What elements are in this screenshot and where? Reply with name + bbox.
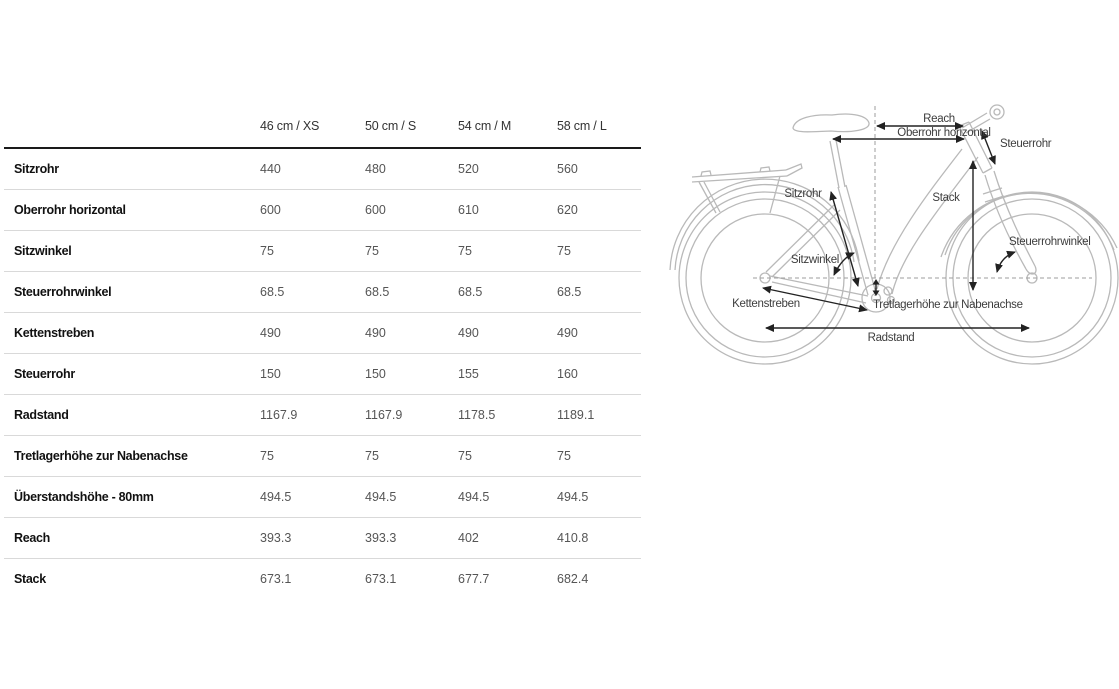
cell-value: 75 (365, 449, 379, 463)
cell-value: 68.5 (365, 285, 390, 299)
cell-value: 75 (557, 449, 571, 463)
cell-value: 68.5 (557, 285, 582, 299)
cell-value: 1178.5 (458, 408, 496, 422)
cell-value: 677.7 (458, 572, 490, 586)
cell-value: 600 (365, 203, 386, 217)
cell-value: 150 (365, 367, 386, 381)
cell-value: 490 (260, 326, 281, 340)
cell-value: 490 (365, 326, 386, 340)
cell-value: 490 (458, 326, 479, 340)
table-row: Sitzwinkel 75 75 75 75 (4, 231, 641, 272)
cell-value: 610 (458, 203, 479, 217)
row-label: Radstand (14, 408, 69, 422)
sitzrohr-label: Sitzrohr (784, 188, 822, 200)
cell-value: 160 (557, 367, 578, 381)
cell-value: 673.1 (365, 572, 397, 586)
cell-value: 490 (557, 326, 578, 340)
table-row: Sitzrohr 440 480 520 560 (4, 149, 641, 190)
cell-value: 440 (260, 162, 281, 176)
steuerrohr-label: Steuerrohr (1000, 138, 1052, 150)
steuerrohrwinkel-label: Steuerrohrwinkel (1009, 236, 1091, 248)
sitzwinkel-angle-arc (833, 252, 855, 276)
cell-value: 75 (458, 244, 472, 258)
cell-value: 68.5 (458, 285, 483, 299)
kettenstreben-label: Kettenstreben (732, 298, 800, 310)
row-label: Sitzwinkel (14, 244, 72, 258)
table-row: Radstand 1167.9 1167.9 1178.5 1189.1 (4, 395, 641, 436)
radstand-label: Radstand (868, 332, 915, 344)
header-size-l: 58 cm / L (557, 119, 607, 133)
header-size-m: 54 cm / M (458, 119, 512, 133)
sitzwinkel-label: Sitzwinkel (791, 254, 839, 266)
cell-value: 155 (458, 367, 479, 381)
cell-value: 75 (557, 244, 571, 258)
row-label: Kettenstreben (14, 326, 95, 340)
table-row: Steuerrohr 150 150 155 160 (4, 354, 641, 395)
row-label: Steuerrohrwinkel (14, 285, 112, 299)
stack-label: Stack (932, 192, 960, 204)
cell-value: 402 (458, 531, 479, 545)
cell-value: 494.5 (458, 490, 490, 504)
table-header-row: 46 cm / XS 50 cm / S 54 cm / M 58 cm / L (4, 105, 641, 149)
cell-value: 410.8 (557, 531, 589, 545)
table-row: Oberrohr horizontal 600 600 610 620 (4, 190, 641, 231)
steuerrohr-arrow (981, 130, 996, 165)
row-label: Stack (14, 572, 46, 586)
cell-value: 75 (260, 244, 274, 258)
reach-label: Reach (923, 113, 955, 125)
tretlagerhoehe-arrowhead-up (872, 279, 880, 285)
row-label: Tretlagerhöhe zur Nabenachse (14, 449, 188, 463)
cell-value: 520 (458, 162, 479, 176)
cell-value: 75 (458, 449, 472, 463)
cell-value: 494.5 (365, 490, 397, 504)
table-row: Tretlagerhöhe zur Nabenachse 75 75 75 75 (4, 436, 641, 477)
bike-geometry-diagram: Reach Oberrohr horizontal Steuerrohr Sta… (669, 104, 1119, 365)
cell-value: 1189.1 (557, 408, 595, 422)
cell-value: 494.5 (557, 490, 589, 504)
table-row: Überstandshöhe - 80mm 494.5 494.5 494.5 … (4, 477, 641, 518)
header-size-xs: 46 cm / XS (260, 119, 320, 133)
oberrohr-label: Oberrohr horizontal (897, 127, 990, 139)
cell-value: 620 (557, 203, 578, 217)
geometry-table: 46 cm / XS 50 cm / S 54 cm / M 58 cm / L… (4, 105, 641, 599)
cell-value: 480 (365, 162, 386, 176)
cell-value: 494.5 (260, 490, 292, 504)
table-row: Stack 673.1 673.1 677.7 682.4 (4, 559, 641, 599)
table-row: Steuerrohrwinkel 68.5 68.5 68.5 68.5 (4, 272, 641, 313)
row-label: Reach (14, 531, 51, 545)
cell-value: 68.5 (260, 285, 285, 299)
cell-value: 673.1 (260, 572, 292, 586)
cell-value: 682.4 (557, 572, 589, 586)
header-size-s: 50 cm / S (365, 119, 416, 133)
kettenstreben-arrow (762, 285, 868, 313)
row-label: Überstandshöhe - 80mm (14, 490, 154, 504)
steuerrohrwinkel-angle-arc (995, 250, 1016, 273)
cell-value: 600 (260, 203, 281, 217)
cell-value: 75 (260, 449, 274, 463)
table-row: Kettenstreben 490 490 490 490 (4, 313, 641, 354)
cell-value: 560 (557, 162, 578, 176)
cell-value: 1167.9 (260, 408, 298, 422)
cell-value: 150 (260, 367, 281, 381)
cell-value: 1167.9 (365, 408, 403, 422)
row-label: Oberrohr horizontal (14, 203, 126, 217)
cell-value: 393.3 (260, 531, 292, 545)
tretlagerhoehe-arrowhead-down (872, 290, 880, 296)
table-row: Reach 393.3 393.3 402 410.8 (4, 518, 641, 559)
row-label: Sitzrohr (14, 162, 59, 176)
cell-value: 393.3 (365, 531, 397, 545)
row-label: Steuerrohr (14, 367, 75, 381)
cell-value: 75 (365, 244, 379, 258)
tretlagerhoehe-label: Tretlagerhöhe zur Nabenachse (873, 299, 1023, 311)
